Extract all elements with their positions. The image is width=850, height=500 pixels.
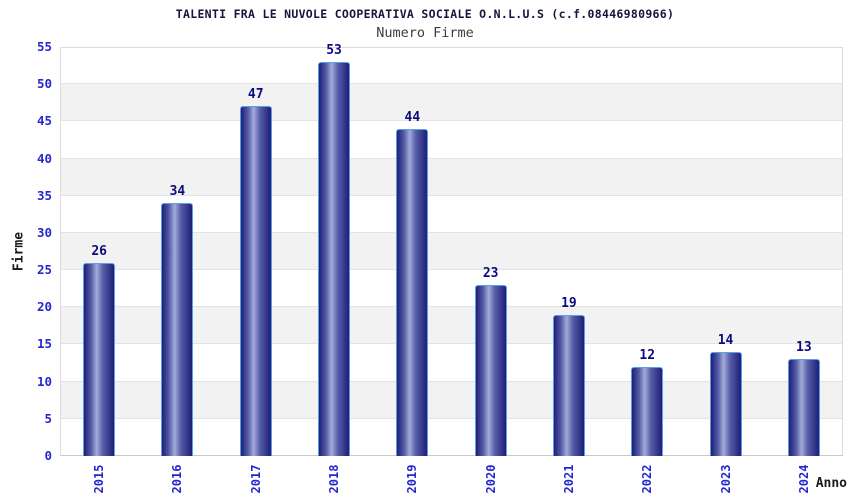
gridline <box>61 417 842 419</box>
gridline <box>61 83 842 85</box>
bar-value-label: 13 <box>796 340 812 356</box>
bar-value-label: 12 <box>639 347 656 363</box>
y-tick-label: 55 <box>36 39 52 54</box>
x-tick-label-2019: 2019 <box>405 464 420 494</box>
y-tick-label: 35 <box>36 187 52 203</box>
x-axis-title: Anno <box>815 476 847 491</box>
bar-2023 <box>709 351 742 456</box>
bar-value-label: 53 <box>326 42 342 58</box>
y-tick-label: 10 <box>36 373 52 389</box>
y-tick-label: 5 <box>44 410 52 426</box>
gridline <box>61 269 842 271</box>
bar-value-label: 47 <box>247 87 264 103</box>
bar-2017 <box>239 106 272 456</box>
gridline <box>61 157 842 159</box>
bar-2019 <box>396 128 429 456</box>
x-tick-label-2018: 2018 <box>327 464 342 494</box>
y-tick-label: 50 <box>36 76 52 92</box>
y-tick-label: 45 <box>36 113 52 129</box>
bar-2021 <box>552 314 585 456</box>
bar-2018 <box>318 61 351 456</box>
x-tick-label-2024: 2024 <box>796 464 811 494</box>
gridline <box>61 120 842 122</box>
y-axis-title: Firme <box>11 231 27 272</box>
x-tick-label-2022: 2022 <box>640 464 655 494</box>
bar-value-label: 34 <box>169 184 186 200</box>
x-tick-label-2015: 2015 <box>92 464 107 494</box>
plot-band <box>61 83 842 121</box>
x-tick-label-2016: 2016 <box>170 464 185 494</box>
y-tick-label: 20 <box>36 299 52 315</box>
gridline <box>61 306 842 308</box>
y-tick-label: 15 <box>36 336 52 352</box>
gridline <box>61 343 842 345</box>
bar-2022 <box>631 366 664 456</box>
bar-2015 <box>83 262 116 456</box>
plot-band <box>61 157 842 195</box>
bar-value-label: 23 <box>482 265 499 281</box>
x-tick-label-2021: 2021 <box>561 464 576 494</box>
y-tick-label: 30 <box>36 224 52 240</box>
bar-value-label: 19 <box>561 295 577 311</box>
gridline <box>61 194 842 196</box>
bar-2020 <box>474 284 507 456</box>
gridline <box>61 231 842 233</box>
bar-value-label: 44 <box>404 109 421 125</box>
x-tick-label-2023: 2023 <box>718 464 733 494</box>
y-tick-label: 40 <box>36 150 52 166</box>
bar-value-label: 14 <box>717 332 734 348</box>
bar-2024 <box>787 359 820 456</box>
gridline <box>61 380 842 382</box>
y-tick-label: 0 <box>44 448 52 463</box>
x-tick-label-2017: 2017 <box>248 464 263 494</box>
chart-subtitle: Numero Firme <box>376 25 474 41</box>
x-tick-label-2020: 2020 <box>483 464 498 494</box>
y-tick-label: 25 <box>36 262 52 278</box>
chart-title: TALENTI FRA LE NUVOLE COOPERATIVA SOCIAL… <box>175 7 675 21</box>
bar-2016 <box>161 203 194 456</box>
bar-value-label: 26 <box>91 243 107 259</box>
